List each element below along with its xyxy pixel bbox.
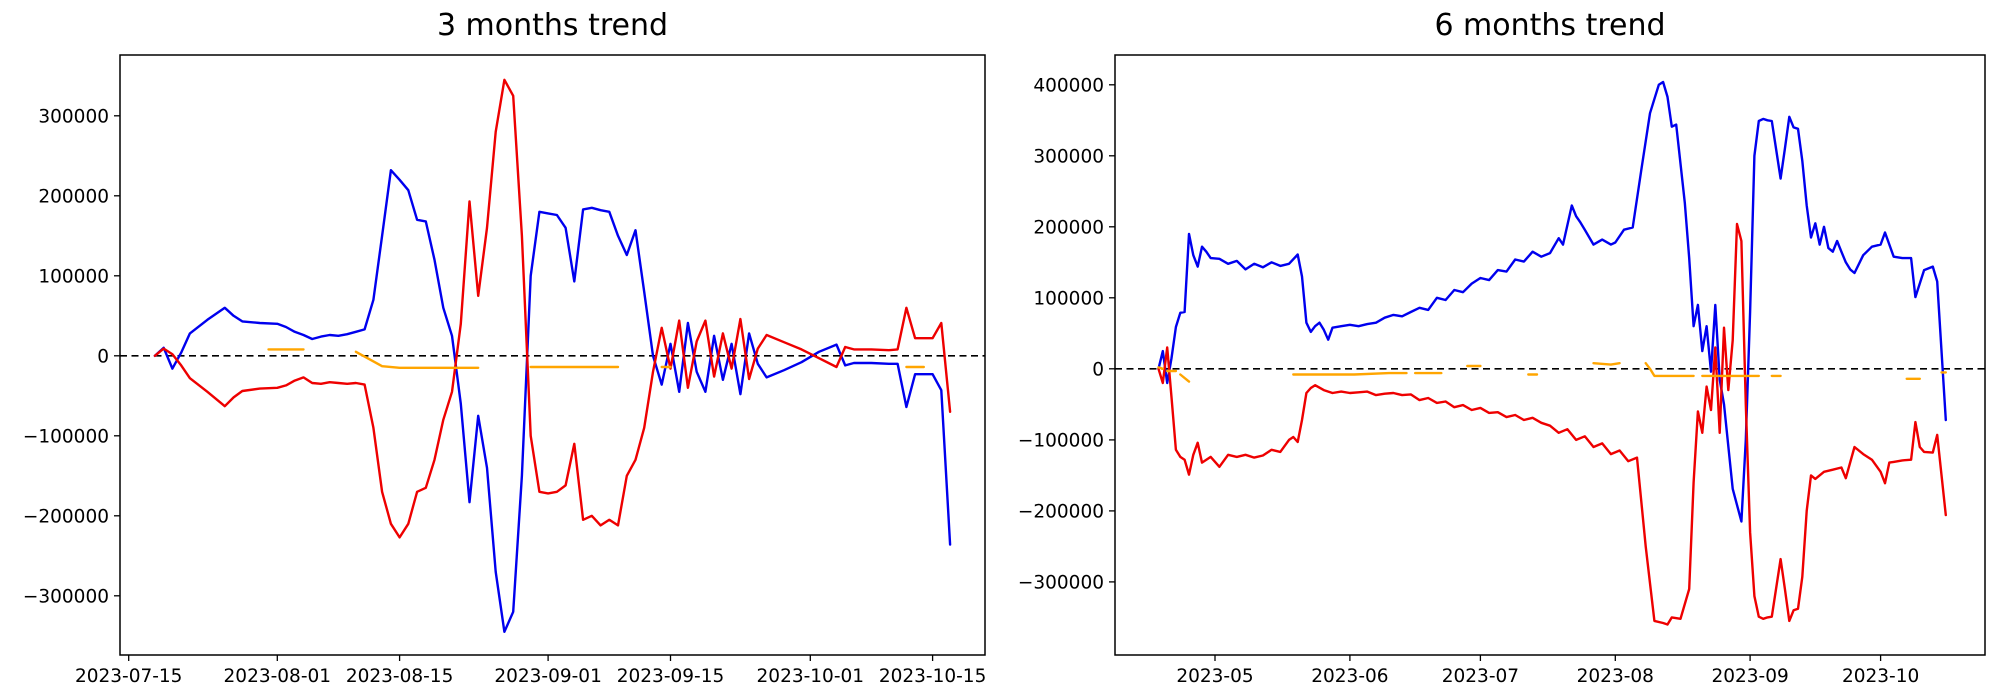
x-tick-label: 2023-10-15 <box>879 666 987 687</box>
x-tick-label: 2023-10 <box>1842 666 1919 687</box>
x-tick-label: 2023-07 <box>1442 666 1519 687</box>
x-tick-label: 2023-09-01 <box>494 666 602 687</box>
y-tick-label: 400000 <box>1033 75 1104 96</box>
y-tick-label: 200000 <box>38 186 109 207</box>
orange-line <box>1179 373 1191 383</box>
chart-title-3-months: 3 months trend <box>436 8 669 43</box>
x-tick-label: 2023-09 <box>1711 666 1788 687</box>
y-tick-label: 300000 <box>38 106 109 127</box>
y-tick-label: 100000 <box>1033 288 1104 309</box>
y-tick-label: −300000 <box>1018 572 1104 593</box>
orange-line <box>354 350 480 369</box>
y-tick-label: 100000 <box>38 266 109 287</box>
orange-line <box>1157 366 1165 370</box>
x-tick-label: 2023-08 <box>1577 666 1654 687</box>
y-tick-label: −100000 <box>23 426 109 447</box>
y-tick-label: 0 <box>1092 359 1104 380</box>
y-tick-label: −200000 <box>1018 501 1104 522</box>
orange-line <box>1292 371 1408 376</box>
chart-6-months-trend: 2023-05 2023-06 2023-07 2023-08 2023-09 2023-… <box>1018 54 1986 687</box>
y-tick-label: −200000 <box>23 506 109 527</box>
chart-3-months-trend: 2023-07-15 2023-08-01 2023-08-15 2023-09-01… <box>23 54 987 687</box>
x-tick-label: 2023-08-01 <box>224 666 332 687</box>
blue-line <box>1157 80 1948 523</box>
orange-line <box>1592 362 1621 366</box>
x-tick-label: 2023-08-15 <box>346 666 454 687</box>
x-tick-label: 2023-07-15 <box>75 666 183 687</box>
red-line <box>1157 222 1948 626</box>
y-tick-label: 200000 <box>1033 217 1104 238</box>
chart-title-6-months: 6 months trend <box>1434 8 1666 43</box>
x-tick-label: 2023-10-01 <box>757 666 865 687</box>
y-tick-label: −100000 <box>1018 430 1104 451</box>
blue-line <box>153 168 952 633</box>
x-tick-label: 2023-06 <box>1311 666 1388 687</box>
orange-line <box>1644 362 1695 378</box>
axes-spines <box>1114 54 1986 656</box>
x-tick-label: 2023-09-15 <box>617 666 725 687</box>
y-tick-label: 0 <box>97 346 109 367</box>
axes-spines <box>119 54 986 656</box>
y-tick-label: 300000 <box>1033 146 1104 167</box>
x-tick-label: 2023-05 <box>1176 666 1253 687</box>
red-line <box>153 78 952 539</box>
y-tick-label: −300000 <box>23 586 109 607</box>
